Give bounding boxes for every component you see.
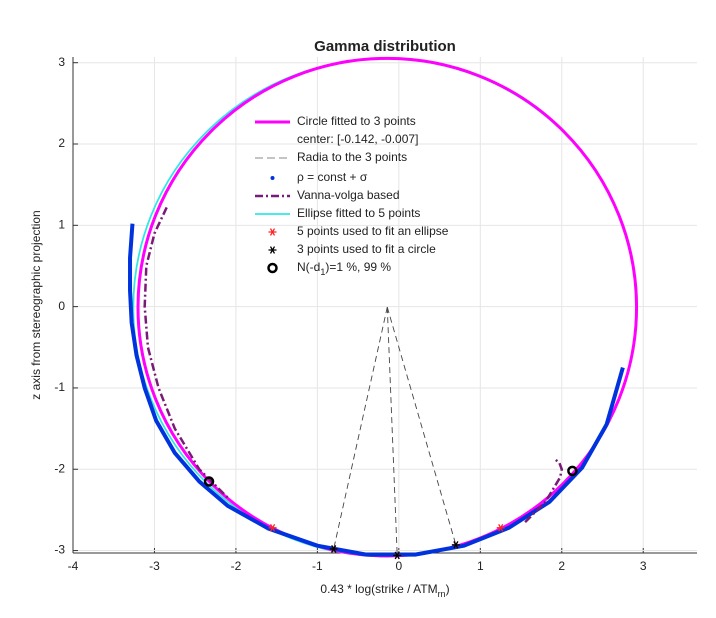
y-tick-label: 3 (58, 55, 65, 69)
star-point (268, 523, 277, 532)
x-tick-label: -3 (149, 559, 160, 573)
x-axis-label-part: ) (446, 582, 450, 596)
radius-line (386, 307, 457, 545)
legend-swatch (268, 246, 277, 254)
vanna-volga-curve (524, 458, 564, 523)
legend-label: 3 points used to fit a circle (297, 242, 436, 256)
x-tick-label: -4 (68, 559, 79, 573)
legend-label-part: N(-d (297, 260, 320, 274)
x-axis-label: 0.43 * log(strike / ATMrn) (320, 582, 449, 599)
star-point (329, 545, 338, 553)
legend-label-part: )=1 %, 99 % (325, 260, 391, 274)
y-tick-label: -1 (54, 380, 65, 394)
legend-label: Radia to the 3 points (297, 150, 407, 164)
legend-label: N(-d1)=1 %, 99 % (297, 260, 391, 277)
y-tick-label: 0 (58, 299, 65, 313)
x-tick-label: -1 (312, 559, 323, 573)
star-point (451, 541, 460, 549)
legend-swatch (267, 262, 278, 274)
star-point (496, 523, 505, 532)
legend-label: center: [-0.142, -0.007] (297, 132, 418, 146)
x-axis-label-part: rn (438, 589, 446, 599)
y-tick-label: -3 (54, 543, 65, 557)
ring-point (567, 465, 578, 477)
legend-label: ρ = const + σ (297, 170, 368, 184)
legend-label: Vanna-volga based (297, 188, 400, 202)
legend-label: 5 points used to fit an ellipse (297, 224, 449, 238)
plot-area (73, 57, 697, 553)
y-tick-label: -2 (54, 461, 65, 475)
ring-point (203, 476, 215, 487)
x-tick-label: 0 (396, 559, 403, 573)
x-tick-label: 1 (477, 559, 484, 573)
vanna-volga-curve (143, 206, 229, 499)
legend-label: Circle fitted to 3 points (297, 114, 416, 128)
x-tick-label: -2 (231, 559, 242, 573)
x-tick-label: 2 (558, 559, 565, 573)
x-tick-label: 3 (640, 559, 647, 573)
legend-label: Ellipse fitted to 5 points (297, 206, 420, 220)
legend-swatch (270, 176, 275, 180)
radius-line (386, 307, 398, 556)
y-tick-label: 2 (58, 136, 65, 150)
radius-line (333, 307, 388, 550)
x-axis-label-part: 0.43 * log(strike / ATM (320, 582, 437, 596)
legend-swatch (268, 228, 277, 236)
star-point (393, 551, 402, 560)
chart-title: Gamma distribution (314, 38, 456, 55)
y-tick-label: 1 (58, 217, 65, 231)
legend-label-part: 1 (320, 267, 325, 277)
y-axis-label: z axis from stereographic projection (29, 210, 43, 399)
